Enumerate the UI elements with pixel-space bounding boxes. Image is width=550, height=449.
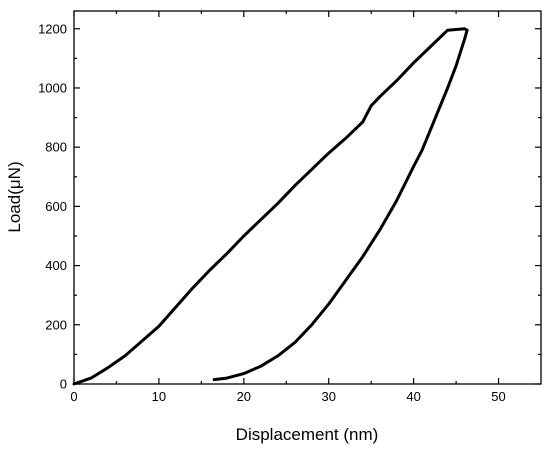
- y-axis-title: Load(μN): [5, 161, 24, 232]
- y-tick-label: 200: [45, 317, 67, 332]
- y-tick-label: 0: [60, 377, 67, 392]
- data-series: [72, 27, 469, 386]
- tick-labels: 0 10 20 30 40 50 0 200 400 600 800 1000 1200: [38, 21, 506, 404]
- y-tick-label: 1200: [38, 21, 67, 36]
- x-tick-label: 0: [70, 389, 77, 404]
- x-tick-label: 50: [491, 389, 505, 404]
- x-tick-label: 20: [237, 389, 251, 404]
- x-tick-label: 30: [321, 389, 335, 404]
- plot-frame: [73, 10, 542, 385]
- y-tick-label: 400: [45, 258, 67, 273]
- x-axis-title: Displacement (nm): [236, 425, 379, 444]
- load-displacement-curve: [72, 27, 469, 386]
- y-tick-label: 600: [45, 199, 67, 214]
- x-tick-label: 40: [406, 389, 420, 404]
- y-tick-label: 1000: [38, 80, 67, 95]
- y-tick-label: 800: [45, 140, 67, 155]
- x-tick-label: 10: [152, 389, 166, 404]
- axis-ticks: [73, 11, 541, 385]
